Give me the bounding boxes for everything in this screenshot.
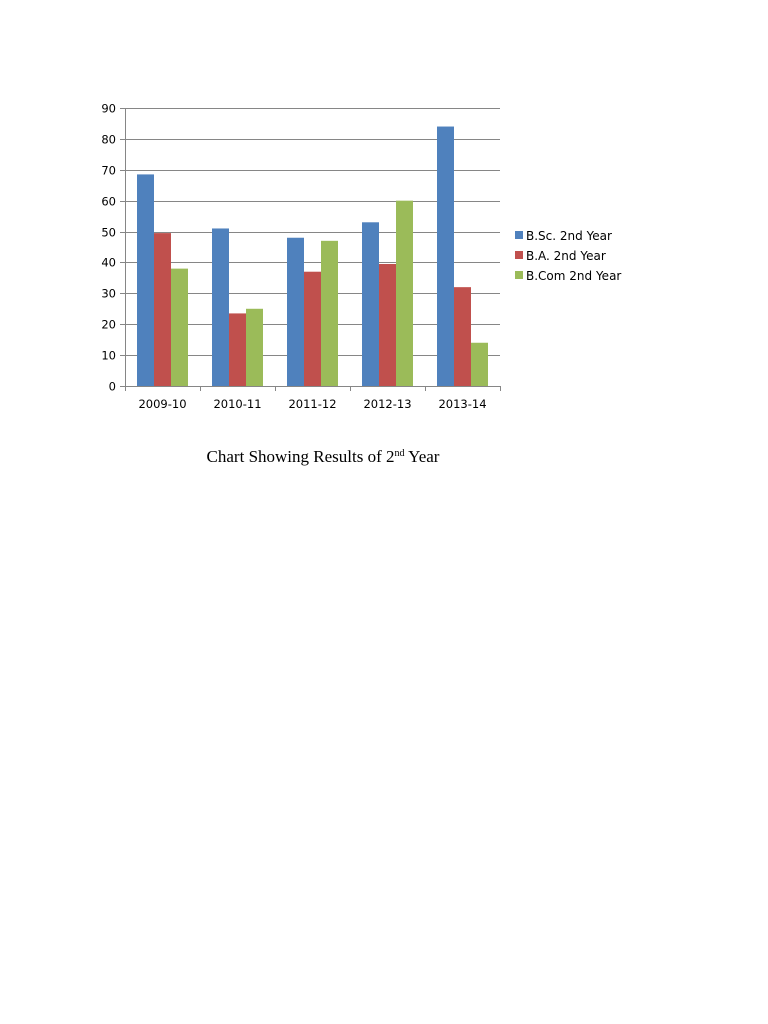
legend: B.Sc. 2nd Year B.A. 2nd Year B.Com 2nd Yea…: [515, 229, 621, 283]
caption-suffix: Year: [404, 447, 440, 466]
y-tick-label: 90: [101, 102, 116, 116]
y-tick-label: 20: [101, 318, 116, 332]
bar: [171, 268, 188, 386]
y-axis-ticks: 0 10 20 30 40 50 60 70 80 90: [101, 102, 125, 394]
legend-label: B.A. 2nd Year: [526, 249, 606, 263]
bars: [137, 126, 488, 387]
y-tick-label: 70: [101, 164, 116, 178]
caption-prefix: Chart Showing Results of 2: [206, 447, 395, 466]
y-tick-label: 40: [101, 256, 116, 270]
x-tick-label: 2011-12: [288, 397, 336, 411]
bar: [471, 342, 488, 386]
bar: [154, 233, 171, 386]
bar: [212, 228, 229, 386]
legend-swatch: [515, 251, 523, 259]
bar: [321, 240, 338, 386]
x-tick-label: 2010-11: [213, 397, 261, 411]
x-tick-label: 2013-14: [438, 397, 486, 411]
bar: [437, 126, 454, 387]
y-tick-label: 10: [101, 349, 116, 363]
bar: [379, 263, 396, 386]
x-tick-label: 2012-13: [363, 397, 411, 411]
bar: [246, 308, 263, 386]
bar: [396, 200, 413, 386]
x-axis-ticks: 2009-10 2010-11 2011-12 2012-13 2013-14: [125, 386, 501, 411]
legend-swatch: [515, 231, 523, 239]
bar: [229, 313, 246, 386]
bar: [362, 222, 379, 386]
y-tick-label: 80: [101, 133, 116, 147]
axes: [125, 108, 500, 387]
legend-label: B.Sc. 2nd Year: [526, 229, 612, 243]
bar: [304, 271, 321, 386]
bar: [287, 237, 304, 386]
y-tick-label: 30: [101, 287, 116, 301]
bar: [454, 287, 471, 386]
y-tick-label: 0: [109, 380, 116, 394]
x-tick-label: 2009-10: [138, 397, 186, 411]
y-tick-label: 60: [101, 195, 116, 209]
caption-superscript: nd: [394, 448, 405, 459]
results-bar-chart: 0 10 20 30 40 50 60 70 80 90 2009-10 2010-11 2011-1…: [101, 102, 621, 412]
y-tick-label: 50: [101, 226, 116, 240]
legend-swatch: [515, 271, 523, 279]
chart-caption: Chart Showing Results of 2nd Year: [0, 447, 646, 467]
bar: [137, 174, 154, 386]
legend-label: B.Com 2nd Year: [526, 269, 621, 283]
